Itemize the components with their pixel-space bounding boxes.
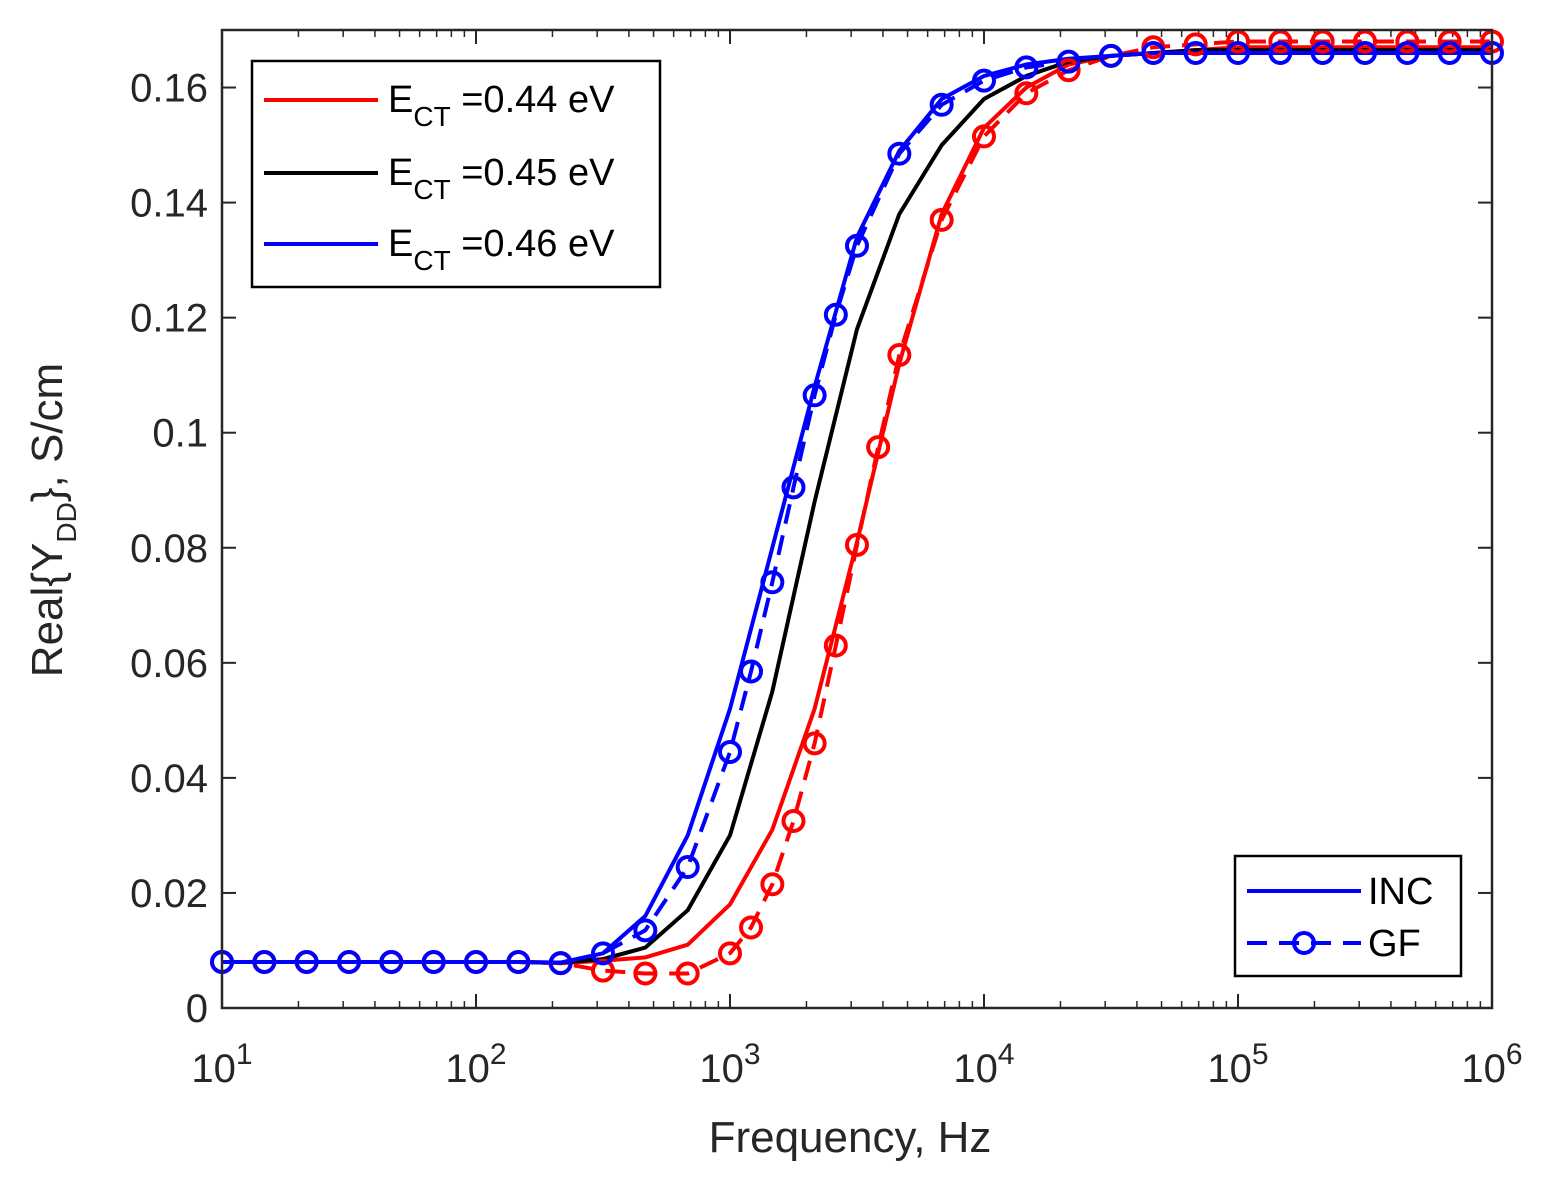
data-point-gf	[781, 475, 806, 500]
data-point-gf	[760, 872, 785, 897]
data-point-gf	[760, 570, 785, 595]
data-point-gf	[1352, 29, 1377, 54]
legend-label-gf: GF	[1368, 923, 1421, 965]
data-point-gf	[675, 961, 700, 986]
y-tick-label: 0.1	[152, 412, 208, 456]
data-point-gf	[739, 915, 764, 940]
data-point-gf	[1310, 41, 1335, 66]
data-point-gf	[1268, 41, 1293, 66]
data-point-gf	[929, 207, 954, 232]
x-tick-label: 104	[953, 1038, 1014, 1091]
legend-entry-046: ECT =0.46 eV	[264, 223, 615, 276]
data-point-gf	[1437, 29, 1462, 54]
data-point-gf	[633, 918, 658, 943]
series-layer	[210, 29, 1504, 986]
data-point-gf	[590, 941, 615, 966]
data-point-gf	[379, 949, 404, 974]
data-point-gf	[294, 949, 319, 974]
y-tick-label: 0.14	[130, 182, 208, 226]
data-point-gf	[802, 731, 827, 756]
data-point-gf	[1141, 41, 1166, 66]
data-point-gf	[1268, 29, 1293, 54]
data-point-gf	[1098, 43, 1123, 68]
data-point-gf	[823, 302, 848, 327]
y-tick-label: 0.04	[130, 757, 208, 801]
legend-style: INC GF	[1233, 854, 1463, 978]
legend-label-inc: INC	[1368, 871, 1433, 913]
legend-entry-gf: GF	[1247, 923, 1421, 965]
data-point-gf	[718, 941, 742, 966]
data-point-gf	[887, 343, 912, 368]
data-point-gf	[1437, 41, 1462, 66]
data-point-gf	[252, 949, 277, 974]
legend-label-046: ECT =0.46 eV	[388, 223, 615, 276]
data-point-gf	[421, 949, 446, 974]
x-tick-label: 102	[445, 1038, 506, 1091]
data-point-gf	[675, 855, 700, 880]
data-point-gf	[506, 949, 531, 974]
data-point-gf	[336, 949, 361, 974]
x-tick-label: 105	[1207, 1038, 1268, 1091]
data-point-gf	[1352, 41, 1377, 66]
data-point-gf	[1395, 29, 1420, 54]
data-point-gf	[1183, 41, 1208, 66]
data-point-gf	[590, 958, 615, 983]
data-point-gf	[972, 68, 996, 93]
y-tick-label: 0.08	[130, 527, 208, 571]
data-point-gf	[1056, 58, 1081, 83]
plot-frame	[220, 28, 1494, 1010]
data-point-gf	[802, 383, 827, 408]
data-point-gf	[1056, 49, 1081, 74]
y-ticks: 0 0.02 0.04 0.06 0.08 0.1 0.12 0.14 0.16	[130, 67, 1492, 1031]
legend-entry-inc: INC	[1247, 871, 1433, 913]
legend-label-045: ECT =0.45 eV	[388, 152, 615, 205]
y-tick-label: 0.16	[130, 67, 208, 111]
data-point-gf	[464, 949, 488, 974]
y-axis-label: Real{YDD}, S/cm	[23, 363, 82, 677]
data-point-gf	[1014, 81, 1039, 106]
y-tick-label: 0.12	[130, 297, 208, 341]
y-tick-label: 0.02	[130, 872, 208, 916]
legend-entry-045: ECT =0.45 eV	[264, 152, 615, 205]
x-tick-label: 103	[699, 1038, 760, 1091]
data-point-gf	[823, 633, 848, 658]
data-point-gf	[718, 739, 742, 764]
data-point-gf	[887, 141, 912, 166]
x-ticks: 101 102 103 104 105 106	[191, 30, 1523, 1091]
y-tick-label: 0	[186, 987, 208, 1031]
data-point-gf	[548, 951, 573, 976]
data-point-gf	[781, 809, 806, 834]
data-point-gf	[1310, 29, 1335, 54]
x-tick-label: 101	[191, 1038, 252, 1091]
data-point-gf	[1226, 41, 1250, 66]
y-tick-label: 0.06	[130, 642, 208, 686]
data-point-gf	[844, 233, 869, 258]
data-point-gf	[929, 92, 954, 117]
data-point-gf	[1395, 41, 1420, 66]
legend-marker-gf	[1292, 931, 1316, 955]
data-point-gf	[844, 532, 869, 557]
legend-label-044: ECT =0.44 eV	[388, 79, 615, 132]
data-point-gf	[1183, 32, 1208, 57]
data-point-gf	[1226, 29, 1250, 54]
x-tick-label: 106	[1461, 1038, 1522, 1091]
legend-series: ECT =0.44 eV ECT =0.45 eV ECT =0.46 eV	[250, 59, 662, 289]
data-point-gf	[866, 435, 891, 460]
data-point-gf	[633, 961, 658, 986]
data-point-gf	[972, 124, 996, 149]
legend-style-box	[1233, 854, 1463, 978]
data-point-gf	[1014, 55, 1039, 80]
legend-entry-044: ECT =0.44 eV	[264, 79, 615, 132]
x-axis-label: Frequency, Hz	[709, 1113, 992, 1162]
data-point-gf	[739, 659, 764, 684]
